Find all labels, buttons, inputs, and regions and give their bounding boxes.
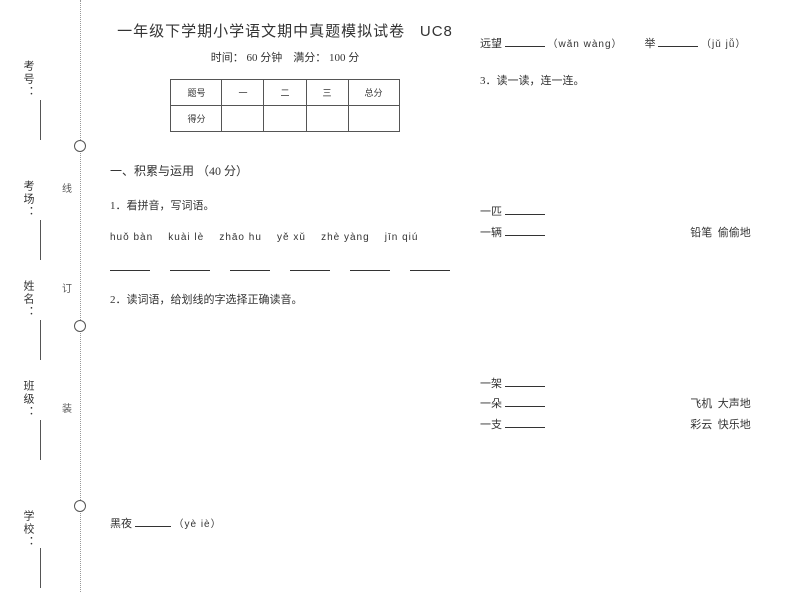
match-left: 一匹 [480, 206, 502, 218]
cell: 总分 [348, 80, 399, 106]
pinyin-item: huǒ bàn [110, 232, 153, 243]
q2-item: 黑夜 （yè iè） [110, 515, 460, 535]
time-value: 60 分钟 [247, 52, 283, 64]
match-row: 一架 [480, 374, 760, 395]
cell: 题号 [171, 80, 222, 106]
score-table: 题号 一 二 三 总分 得分 [170, 79, 399, 132]
title-code: UC8 [420, 23, 453, 40]
question-2: 2．读词语，给划线的字选择正确读音。 [110, 291, 460, 311]
answer-blank [110, 259, 150, 271]
binding-label-examno: 考号 [20, 60, 36, 99]
answer-blank [658, 35, 698, 47]
answer-blank [505, 395, 545, 407]
match-right: 大声地 [718, 398, 751, 410]
section-heading: 一、积累与运用 （40 分） [110, 162, 460, 179]
spacer [480, 92, 760, 202]
pinyin-item: kuài lè [168, 232, 204, 243]
match-row: 一匹 [480, 202, 760, 223]
time-label: 时间： [211, 52, 244, 64]
answer-blank [505, 375, 545, 387]
match-left: 一架 [480, 378, 502, 390]
answer-blank [505, 224, 545, 236]
binding-underline [40, 220, 41, 260]
q1-pinyin-row: huǒ bàn kuài lè zhāo hu yě xǔ zhè yàng j… [110, 229, 460, 247]
binding-hole [74, 500, 86, 512]
binding-underline [40, 320, 41, 360]
binding-hole [74, 140, 86, 152]
title-main: 一年级下学期小学语文期中真题模拟试卷 [117, 24, 405, 40]
answer-blank [505, 35, 545, 47]
binding-label-name: 姓名 [20, 280, 36, 319]
binding-hole [74, 320, 86, 332]
binding-cut-char: 线 [62, 180, 72, 195]
pinyin-item: zhāo hu [219, 232, 262, 243]
match-left: 一辆 [480, 227, 502, 239]
q2-word: 远望 [480, 38, 502, 50]
answer-blank [350, 259, 390, 271]
binding-underline [40, 548, 41, 588]
q2-choices: （yè iè） [174, 519, 222, 530]
match-right: 快乐地 [718, 419, 751, 431]
binding-label-class: 班级 [20, 380, 36, 419]
match-row: 一朵 飞机 大声地 [480, 394, 760, 415]
q2-word: 举 [645, 38, 656, 50]
cell [348, 106, 399, 132]
cell: 一 [222, 80, 264, 106]
binding-cut-char: 装 [62, 400, 72, 415]
left-column: 一年级下学期小学语文期中真题模拟试卷 UC8 时间： 60 分钟 满分： 100… [100, 0, 470, 592]
q2-choices: （jǔ jǚ） [701, 39, 746, 50]
cell [306, 106, 348, 132]
match-row: 一支 彩云 快乐地 [480, 415, 760, 436]
cell: 二 [264, 80, 306, 106]
cell: 三 [306, 80, 348, 106]
spacer [480, 244, 760, 374]
match-row: 一辆 铅笔 偷偷地 [480, 223, 760, 244]
answer-blank [505, 203, 545, 215]
full-label: 满分： [293, 52, 326, 64]
q1-blanks [110, 259, 460, 271]
exam-subtitle: 时间： 60 分钟 满分： 100 分 [110, 49, 460, 65]
match-right: 偷偷地 [718, 227, 751, 239]
binding-label-school: 学校 [20, 510, 36, 549]
answer-blank [290, 259, 330, 271]
exam-title: 一年级下学期小学语文期中真题模拟试卷 UC8 [110, 20, 460, 41]
match-right: 飞机 [690, 398, 712, 410]
cell: 得分 [171, 106, 222, 132]
binding-cut-char: 订 [62, 280, 72, 295]
question-1: 1．看拼音，写词语。 [110, 197, 460, 217]
pinyin-item: jīn qiú [385, 232, 419, 243]
table-row: 得分 [171, 106, 399, 132]
binding-margin: 考号 线 考场 订 姓名 装 班级 学校 [0, 0, 90, 592]
match-left: 一朵 [480, 398, 502, 410]
pinyin-item: yě xǔ [277, 232, 306, 243]
answer-blank [135, 515, 171, 527]
q2-choices: （wǎn wàng） [548, 39, 623, 50]
match-left: 一支 [480, 419, 502, 431]
answer-blank [505, 416, 545, 428]
q2-item-right: 远望 （wǎn wàng） 举 （jǔ jǚ） [480, 34, 760, 55]
cell [264, 106, 306, 132]
pinyin-item: zhè yàng [321, 232, 370, 243]
table-row: 题号 一 二 三 总分 [171, 80, 399, 106]
q2-word: 黑夜 [110, 518, 132, 530]
match-right: 铅笔 [690, 227, 712, 239]
binding-label-room: 考场 [20, 180, 36, 219]
full-value: 100 分 [329, 52, 359, 64]
answer-blank [230, 259, 270, 271]
right-column: 远望 （wǎn wàng） 举 （jǔ jǚ） 3．读一读，连一连。 一匹 一辆… [470, 0, 770, 592]
spacer [110, 323, 460, 503]
binding-underline [40, 420, 41, 460]
question-3: 3．读一读，连一连。 [480, 71, 760, 92]
answer-blank [410, 259, 450, 271]
answer-blank [170, 259, 210, 271]
cell [222, 106, 264, 132]
page-content: 一年级下学期小学语文期中真题模拟试卷 UC8 时间： 60 分钟 满分： 100… [100, 0, 800, 592]
binding-underline [40, 100, 41, 140]
match-right: 彩云 [690, 419, 712, 431]
